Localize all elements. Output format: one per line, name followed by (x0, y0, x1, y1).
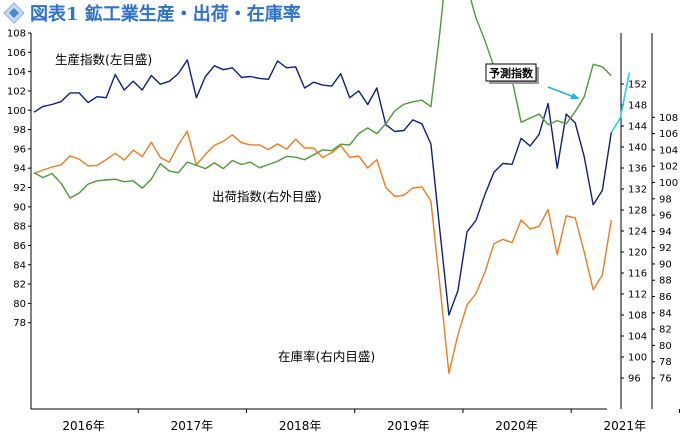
series-layer (33, 0, 631, 374)
x-tick-label: 2019年 (387, 419, 430, 433)
left-tick-label: 88 (13, 222, 26, 233)
forecast-callout: 予測指数 (485, 63, 580, 99)
right-inner-tick-label: 88 (659, 276, 672, 287)
series-line-production-forecast (610, 72, 631, 133)
right-outer-axis-ticks: 96 100 104 108 112 116 120 124 128 132 136 140 144 14… (621, 80, 647, 385)
forecast-label: 予測指数 (489, 66, 534, 80)
x-tick-label: 2021年 (604, 419, 647, 433)
left-tick-label: 106 (7, 48, 26, 59)
forecast-box (485, 63, 537, 82)
chart-title: 図表1 鉱工業生産・出荷・在庫率 (30, 3, 301, 25)
left-tick-label: 102 (7, 86, 26, 97)
right-inner-tick-label: 94 (659, 227, 672, 238)
right-inner-tick-label: 102 (659, 162, 678, 173)
series-line-shipments (33, 130, 612, 374)
left-tick-label: 86 (13, 241, 26, 252)
right-outer-tick-label: 100 (628, 353, 647, 364)
right-inner-tick-label: 82 (659, 325, 672, 336)
right-outer-tick-label: 104 (628, 332, 647, 343)
left-tick-label: 108 (7, 29, 26, 40)
right-inner-axis-ticks: 76 78 80 82 84 86 88 90 92 94 96 98 100 102 104 106 108 (652, 113, 678, 385)
right-outer-tick-label: 152 (628, 80, 647, 91)
left-tick-label: 90 (13, 202, 26, 213)
left-axis-ticks: 78 80 82 84 86 88 90 92 94 96 98 100 102 104 106 108 (7, 29, 31, 329)
right-inner-tick-label: 86 (659, 292, 672, 303)
right-outer-tick-label: 128 (628, 206, 647, 217)
right-outer-tick-label: 120 (628, 248, 647, 259)
right-inner-tick-label: 90 (659, 259, 672, 270)
right-inner-tick-label: 106 (659, 129, 678, 140)
right-inner-tick-label: 78 (659, 357, 672, 368)
label-shipments: 出荷指数(右外目盛) (212, 189, 322, 204)
right-inner-tick-label: 108 (659, 113, 678, 124)
left-tick-label: 78 (13, 318, 26, 329)
series-line-production (33, 59, 612, 316)
forecast-arrow-head (570, 93, 580, 99)
left-tick-label: 82 (13, 280, 26, 291)
forecast-arrow (547, 86, 575, 98)
right-outer-tick-label: 148 (628, 101, 647, 112)
left-tick-label: 104 (7, 67, 26, 78)
right-inner-tick-label: 98 (659, 194, 672, 205)
left-tick-label: 84 (13, 260, 26, 271)
x-axis-ticks: 2016年 2017年 2018年 2019年 2020年 2021年 (62, 409, 680, 433)
right-outer-tick-label: 116 (628, 269, 647, 280)
label-production: 生産指数(左目盛) (55, 52, 152, 67)
left-tick-label: 96 (13, 144, 26, 155)
left-tick-label: 100 (7, 106, 26, 117)
x-tick-label: 2016年 (62, 419, 105, 433)
left-tick-label: 98 (13, 125, 26, 136)
label-inventory-ratio: 在庫率(右内目盛) (278, 349, 375, 364)
diamond-icon (3, 2, 25, 24)
right-inner-tick-label: 100 (659, 178, 678, 189)
x-tick-label: 2018年 (279, 419, 322, 433)
right-inner-tick-label: 92 (659, 243, 672, 254)
right-outer-tick-label: 108 (628, 311, 647, 322)
series-line-inventory-ratio (33, 0, 612, 199)
right-outer-tick-label: 112 (628, 290, 647, 301)
x-tick-label: 2020年 (495, 419, 538, 433)
right-inner-tick-label: 104 (659, 145, 678, 156)
left-tick-label: 94 (13, 164, 26, 175)
right-outer-tick-label: 96 (628, 374, 641, 385)
right-inner-tick-label: 80 (659, 341, 672, 352)
right-inner-tick-label: 76 (659, 374, 672, 385)
x-tick-label: 2017年 (171, 419, 214, 433)
right-outer-tick-label: 144 (628, 122, 647, 133)
right-outer-tick-label: 132 (628, 185, 647, 196)
right-outer-tick-label: 140 (628, 143, 647, 154)
left-tick-label: 80 (13, 299, 26, 310)
right-inner-tick-label: 84 (659, 308, 672, 319)
left-tick-label: 92 (13, 183, 26, 194)
right-outer-tick-label: 136 (628, 164, 647, 175)
right-inner-tick-label: 96 (659, 211, 672, 222)
right-outer-tick-label: 124 (628, 227, 647, 238)
title-group: 図表1 鉱工業生産・出荷・在庫率 (3, 2, 301, 25)
